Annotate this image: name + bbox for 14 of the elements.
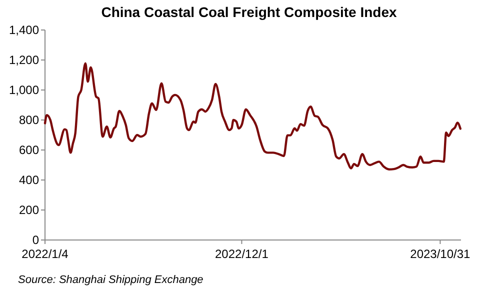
x-tick-label: 2022/12/1 (215, 247, 269, 261)
x-tick-label: 2022/1/4 (22, 247, 69, 261)
y-tick-label: 1,000 (8, 83, 40, 98)
chart-title: China Coastal Coal Freight Composite Index (101, 4, 398, 20)
y-tick-label: 800 (18, 113, 40, 128)
y-tick-label: 600 (18, 143, 40, 158)
y-tick-label: 400 (18, 173, 40, 188)
x-tick-label: 2023/10/31 (410, 247, 471, 261)
y-tick-label: 200 (18, 203, 40, 218)
y-tick-label: 1,400 (8, 23, 40, 38)
y-tick-label: 0 (32, 233, 40, 248)
y-tick-label: 1,200 (8, 53, 40, 68)
source-note: Source: Shanghai Shipping Exchange (18, 274, 204, 286)
line-series (44, 62, 462, 170)
